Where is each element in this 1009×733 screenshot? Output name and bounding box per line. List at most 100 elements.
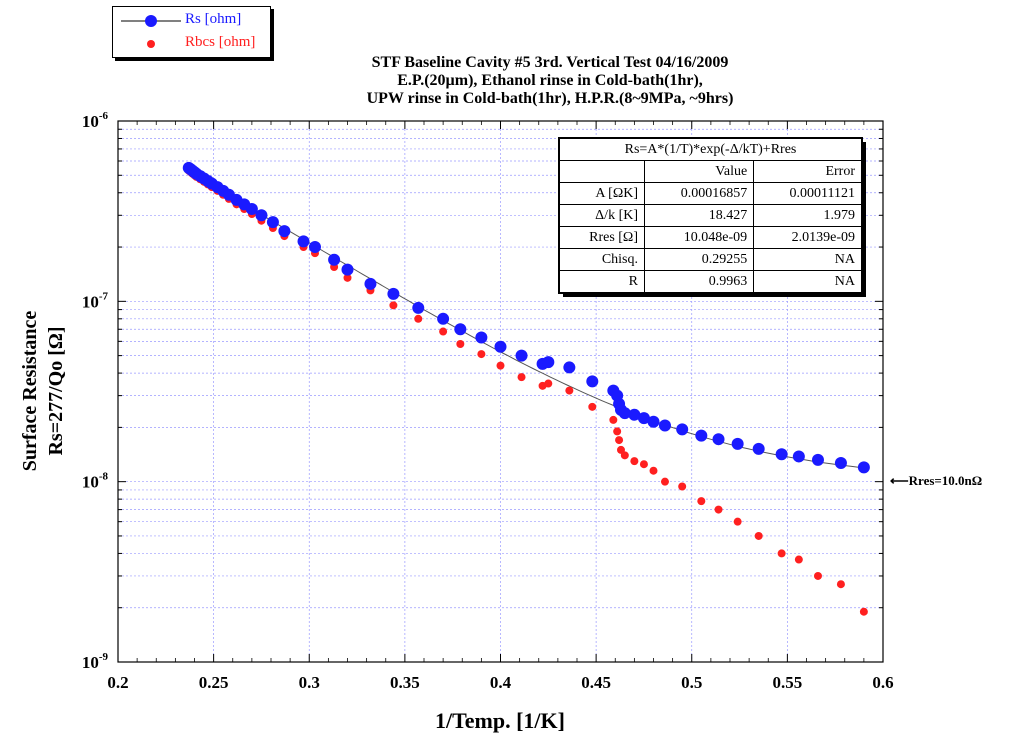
rs-point	[341, 263, 354, 276]
rbcs-point	[615, 436, 624, 445]
rs-point	[695, 429, 708, 442]
table-row: A [ΩK] 0.00016857 0.00011121	[559, 182, 862, 205]
rbcs-point	[620, 451, 629, 460]
table-row: Chisq. 0.29255 NA	[559, 248, 862, 271]
y-axis-label-line2: Rs=277/Qo [Ω]	[45, 326, 67, 455]
x-tick-label: 0.55	[773, 673, 803, 692]
rbcs-point	[343, 273, 352, 282]
data-points	[182, 161, 870, 616]
table-row: Rres [Ω] 10.048e-09 2.0139e-09	[559, 226, 862, 249]
rs-point	[328, 253, 341, 266]
param-value: 0.9963	[643, 270, 755, 293]
rbcs-point	[794, 555, 803, 564]
rs-point	[658, 419, 671, 432]
y-tick-label: 10-7	[82, 290, 109, 311]
rs-point	[387, 287, 400, 300]
rs-point	[752, 442, 765, 455]
rs-point	[515, 349, 528, 362]
rbcs-point	[496, 361, 505, 370]
arrow-left-icon: ⟵	[890, 473, 909, 488]
rres-annotation-text: Rres=10.0nΩ	[909, 473, 983, 488]
rbcs-point	[588, 402, 597, 411]
legend-marker-rs	[121, 15, 181, 27]
rbcs-point	[714, 505, 723, 514]
rs-point	[475, 331, 488, 344]
param-label: R	[559, 270, 645, 293]
rs-point	[364, 277, 377, 290]
param-error: NA	[753, 248, 862, 271]
header-cell: Error	[753, 160, 862, 183]
param-label: Chisq.	[559, 248, 645, 271]
rs-point	[712, 433, 725, 446]
rs-point	[731, 437, 744, 450]
rs-point	[834, 456, 847, 469]
x-tick-label: 0.3	[299, 673, 320, 692]
table-row: Δ/k [K] 18.427 1.979	[559, 204, 862, 227]
rbcs-point	[565, 386, 574, 395]
chart-title-line2: E.P.(20µm), Ethanol rinse in Cold-bath(1…	[397, 72, 703, 89]
rbcs-point	[660, 477, 669, 486]
x-axis-label: 1/Temp. [1/K]	[435, 708, 565, 733]
rs-point	[454, 323, 467, 336]
rs-point	[811, 453, 824, 466]
rbcs-point	[630, 457, 639, 466]
rs-point	[792, 450, 805, 463]
legend-label-rbcs: Rbcs [ohm]	[185, 34, 256, 50]
rbcs-point	[414, 314, 423, 323]
param-error: NA	[753, 270, 862, 293]
param-label: A [ΩK]	[559, 182, 645, 205]
header-cell: Value	[643, 160, 755, 183]
rbcs-point	[477, 350, 486, 359]
rbcs-point	[544, 379, 553, 388]
param-label: Rres [Ω]	[559, 226, 645, 249]
fit-formula: Rs=A*(1/T)*exp(-Δ/kT)+Rres	[559, 138, 862, 161]
rbcs-point	[639, 460, 648, 469]
param-value: 0.29255	[643, 248, 755, 271]
y-tick-label: 10-9	[82, 651, 109, 672]
legend-item-rs: Rs [ohm]	[113, 10, 270, 32]
table-row: R 0.9963 NA	[559, 270, 862, 293]
x-tick-label: 0.35	[390, 673, 420, 692]
x-tick-label: 0.4	[490, 673, 512, 692]
rbcs-point	[859, 607, 868, 616]
rs-point	[586, 375, 599, 388]
rs-point	[278, 225, 291, 238]
rs-point	[255, 209, 268, 222]
rs-point	[647, 415, 660, 428]
rs-point	[266, 216, 279, 229]
tick-labels: 0.2 0.25 0.3 0.35 0.4 0.45 0.5 0.55 0.6 10-9 10-8 1…	[82, 110, 894, 692]
legend: Rs [ohm] Rbcs [ohm]	[112, 6, 271, 58]
rbcs-point	[754, 531, 763, 540]
rbcs-point	[733, 517, 742, 526]
rbcs-point	[836, 580, 845, 589]
rbcs-point	[777, 549, 786, 558]
y-tick-label: 10-8	[82, 471, 109, 492]
param-label: Δ/k [K]	[559, 204, 645, 227]
rs-point	[618, 407, 631, 420]
chart-title-line3: UPW rinse in Cold-bath(1hr), H.P.R.(8~9M…	[366, 90, 734, 107]
rbcs-point	[609, 415, 618, 424]
param-error: 0.00011121	[753, 182, 862, 205]
rs-point	[494, 340, 507, 353]
fit-formula-row: Rs=A*(1/T)*exp(-Δ/kT)+Rres	[559, 138, 862, 161]
rbcs-point	[517, 373, 526, 382]
x-tick-label: 0.25	[199, 673, 229, 692]
rbcs-point	[813, 571, 822, 580]
param-error: 1.979	[753, 204, 862, 227]
rres-annotation: ⟵Rres=10.0nΩ	[890, 473, 982, 488]
legend-item-rbcs: Rbcs [ohm]	[113, 33, 270, 55]
rs-point	[676, 423, 689, 436]
rbcs-point	[456, 339, 465, 348]
y-axis-label-line1: Surface Resistance	[19, 311, 41, 472]
param-error: 2.0139e-09	[753, 226, 862, 249]
x-tick-label: 0.5	[681, 673, 702, 692]
rs-point	[775, 448, 788, 461]
chart-title-line1: STF Baseline Cavity #5 3rd. Vertical Tes…	[371, 54, 729, 71]
rs-point	[628, 408, 641, 421]
rs-point	[297, 235, 310, 248]
legend-label-rs: Rs [ohm]	[185, 11, 242, 27]
y-tick-label: 10-6	[82, 110, 109, 131]
rbcs-point	[649, 466, 658, 475]
rs-point	[857, 461, 870, 474]
